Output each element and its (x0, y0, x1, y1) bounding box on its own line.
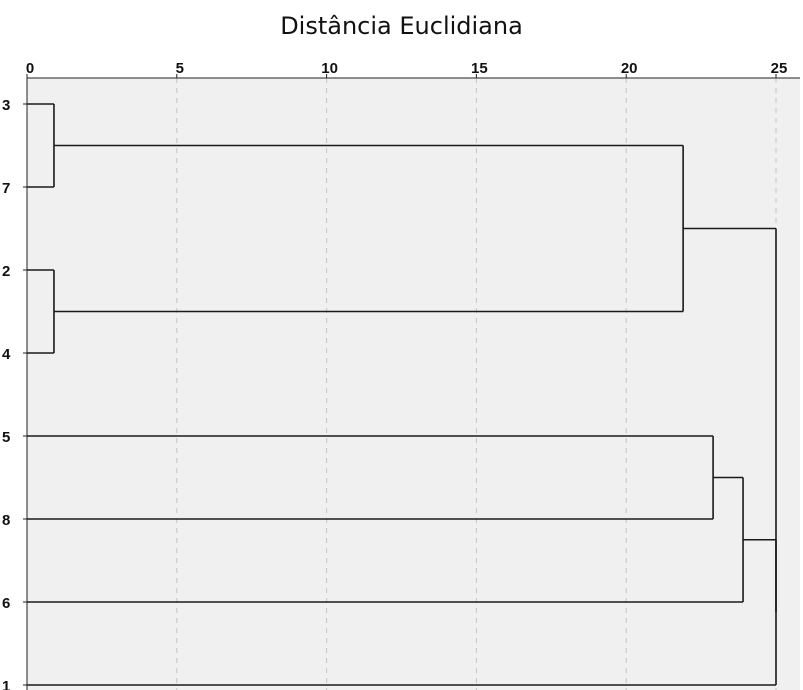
x-tick-label: 20 (621, 60, 638, 77)
leaf-label: 2 (2, 263, 10, 280)
leaf-label: 1 (2, 678, 10, 690)
x-tick-label: 5 (176, 60, 184, 77)
leaf-label: 6 (2, 595, 10, 612)
leaf-label: 5 (2, 429, 10, 446)
plot-area (27, 78, 800, 690)
leaf-label: 4 (2, 346, 11, 363)
leaf-label: 7 (2, 180, 10, 197)
leaf-label: 8 (2, 512, 10, 529)
x-tick-label: 25 (771, 60, 788, 77)
chart-title: Distância Euclidiana (280, 12, 523, 40)
x-tick-label: 10 (321, 60, 338, 77)
x-tick-label: 15 (471, 60, 488, 77)
leaf-label: 3 (2, 97, 10, 114)
x-tick-label: 0 (26, 60, 34, 77)
